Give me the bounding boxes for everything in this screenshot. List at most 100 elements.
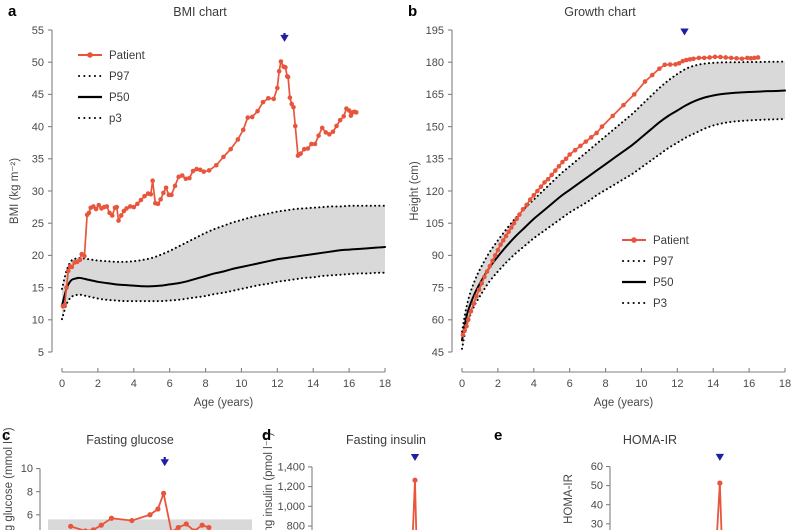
x-tick-label: 6 (167, 378, 173, 390)
y-tick-label: 40 (32, 121, 44, 133)
panel-d-title: Fasting insulin (346, 433, 426, 447)
x-axis-title: Age (years) (594, 397, 654, 409)
patient-data-point (549, 172, 555, 178)
patient-data-point (567, 152, 572, 157)
patient-data-point (498, 242, 503, 247)
patient-data-point (631, 92, 637, 97)
patient-data-point (175, 524, 181, 530)
patient-data-point (206, 524, 212, 530)
patient-data-point (90, 527, 96, 530)
y-tick-label: 1,000 (277, 501, 305, 513)
patient-data-point (734, 56, 739, 61)
patient-data-point (109, 213, 115, 218)
patient-data-point (201, 169, 207, 174)
legend-label-patient: Patient (109, 50, 146, 62)
patient-data-point (96, 202, 102, 208)
panel-a-title: BMI chart (173, 5, 227, 19)
patient-data-point (341, 114, 347, 119)
patient-data-point (739, 56, 745, 62)
legend-label-p50: P50 (653, 277, 673, 289)
patient-data-point (82, 253, 87, 259)
patient-data-point (150, 178, 155, 183)
patient-data-point (717, 480, 723, 486)
patient-data-point (235, 137, 241, 142)
patient-data-point (511, 220, 517, 226)
y-tick-label: 165 (426, 89, 444, 101)
patient-data-point (588, 135, 594, 140)
patient-data-point (680, 58, 686, 64)
patient-data-point (197, 167, 203, 173)
x-tick-label: 6 (567, 378, 573, 390)
percentile-curve-p3 (61, 271, 386, 321)
panel-c-fasting-glucose: c Fasting glucose 6 8 10 Fasting glucose (m… (0, 415, 258, 530)
patient-data-point (531, 192, 537, 198)
patient-data-point (199, 522, 205, 528)
patient-data-point (131, 204, 137, 210)
patient-data-point (214, 162, 219, 168)
arrow-head (715, 453, 725, 461)
patient-data-point (221, 154, 226, 160)
patient-data-point (572, 147, 578, 153)
y-tick-label: 15 (32, 282, 44, 294)
patient-data-point (691, 56, 696, 62)
patient-data-point (245, 115, 251, 120)
patient-data-point (465, 317, 471, 323)
patient-data-point (673, 62, 678, 67)
y-axis-title: Fasting insulin (pmol l⁻¹) (263, 432, 275, 530)
patient-data-point (560, 159, 565, 165)
patient-data-point (468, 308, 474, 314)
y-tick-label: 45 (32, 89, 44, 101)
patient-data-point (301, 146, 307, 152)
patient-data-point (276, 68, 282, 74)
legend-label-patient: Patient (653, 235, 690, 247)
patient-data-point (155, 506, 161, 512)
patient-data-point (124, 206, 129, 211)
y-axis-title: Height (cm) (409, 161, 421, 221)
patient-data-point (514, 216, 520, 222)
panel-letter-c: c (2, 427, 11, 444)
patient-data-point (142, 193, 147, 199)
panel-a-plot: 5 10 15 20 25 30 35 40 45 50 55 BMI (kg m⁻²) 0 2 4 6 8 10… (9, 25, 391, 409)
patient-line (462, 55, 759, 336)
patient-data-point (104, 204, 110, 209)
panel-letter-a: a (8, 3, 17, 20)
patient-data-point (482, 274, 487, 280)
patient-data-point (98, 522, 104, 528)
y-tick-label: 135 (426, 154, 444, 166)
x-tick-label: 14 (707, 378, 719, 390)
y-tick-label: 1,400 (277, 461, 305, 473)
patient-data-point (187, 175, 192, 181)
patient-data-point (129, 517, 135, 524)
x-tick-label: 16 (743, 378, 755, 390)
percentile-curve-p3 (461, 118, 786, 350)
x-tick-label: 16 (343, 378, 355, 390)
patient-data-point (62, 302, 67, 308)
patient-data-point (621, 102, 626, 108)
patient-data-point (412, 477, 418, 483)
x-tick-label: 18 (779, 378, 791, 390)
legend-label-p3: P3 (653, 298, 667, 310)
y-tick-label: 105 (426, 218, 444, 230)
patient-data-point (183, 176, 189, 182)
arrow-head (680, 28, 689, 36)
patient-data-point (283, 65, 288, 70)
patient-data-point (495, 247, 501, 253)
percentile-band (462, 61, 785, 349)
patient-line (412, 479, 418, 530)
x-tick-label: 4 (131, 378, 137, 390)
event-arrow (410, 453, 420, 461)
x-tick-label: 2 (495, 378, 501, 390)
patient-data-point (701, 55, 707, 61)
patient-data-point (563, 156, 569, 162)
percentile-curve-p50 (61, 246, 386, 307)
y-tick-label: 10 (21, 463, 33, 475)
panel-d-fasting-insulin: d Fasting insulin 800 1,000 1,200 1,400 Fast… (258, 415, 490, 530)
y-tick-label: 800 (287, 521, 305, 530)
patient-data-point (275, 85, 280, 91)
patient-data-point (155, 201, 161, 207)
patient-data-point (138, 197, 144, 203)
x-tick-label: 14 (307, 378, 319, 390)
